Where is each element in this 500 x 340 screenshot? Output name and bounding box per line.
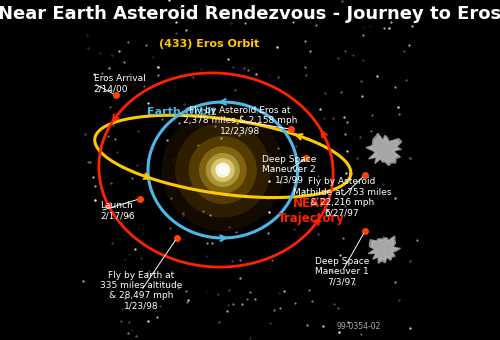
Polygon shape [369, 136, 399, 163]
Text: Launch
2/17/96: Launch 2/17/96 [100, 201, 135, 221]
Polygon shape [368, 236, 400, 263]
Circle shape [199, 146, 246, 194]
Text: 99-0354-02: 99-0354-02 [336, 322, 381, 331]
Text: NEAR
Trajectory: NEAR Trajectory [278, 197, 344, 225]
Text: Eros Arrival
2/14/00: Eros Arrival 2/14/00 [94, 73, 146, 93]
Text: Fly by Earth at
335 miles altitude
& 28,497 mph
1/23/98: Fly by Earth at 335 miles altitude & 28,… [100, 271, 182, 311]
Text: (433) Eros Orbit: (433) Eros Orbit [159, 39, 260, 49]
Text: Near Earth Asteroid Rendezvous - Journey to Eros: Near Earth Asteroid Rendezvous - Journey… [0, 5, 500, 23]
Text: Deep Space
Maneuver 1
7/3/97: Deep Space Maneuver 1 7/3/97 [314, 257, 369, 287]
Text: Earth Orbit: Earth Orbit [148, 107, 216, 117]
Polygon shape [370, 238, 398, 261]
Text: Deep Space
Maneuver 2
1/3/99: Deep Space Maneuver 2 1/3/99 [262, 155, 316, 185]
Polygon shape [366, 133, 402, 166]
Text: Fly by Asteroid
Mathilde at 753 miles
& 22,216 mph
6/27/97: Fly by Asteroid Mathilde at 753 miles & … [292, 177, 391, 217]
Circle shape [206, 153, 240, 187]
Circle shape [216, 163, 230, 177]
Circle shape [162, 109, 284, 231]
Circle shape [211, 158, 234, 182]
Text: Fly by Asteroid Eros at
2,378 miles & 2,158 mph
12/23/98: Fly by Asteroid Eros at 2,378 miles & 2,… [182, 106, 297, 136]
Circle shape [175, 122, 270, 218]
Circle shape [218, 166, 227, 174]
Circle shape [189, 136, 257, 204]
